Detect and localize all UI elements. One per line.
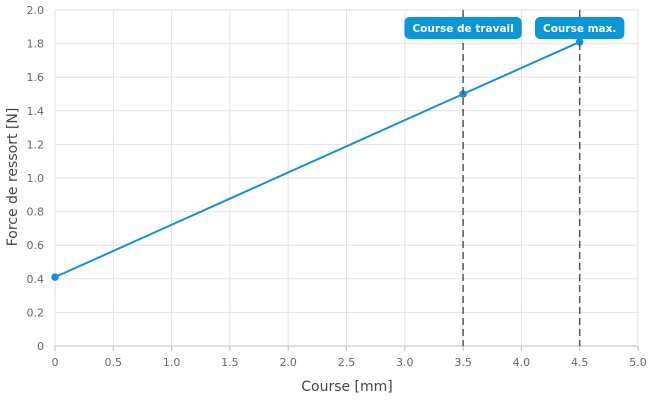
x-tick-label: 2.5 [338,356,356,369]
y-tick-label: 0 [37,340,44,353]
x-tick-label: 0 [52,356,59,369]
tick-labels: 0 0.5 1.0 1.5 2.0 2.5 3.0 3.5 4.0 4.5 5.0 0 0.2 0.4 0.… [27,4,647,369]
y-axis-title: Force de ressort [N] [5,108,21,247]
series [51,38,584,281]
y-tick-label: 1.0 [27,172,45,185]
data-point [575,38,584,46]
marker-label-background [535,17,625,39]
marker-label: Course de travail [412,23,513,35]
x-tick-label: 4.5 [571,356,589,369]
x-tick-label: 4.0 [513,356,531,369]
x-axis-title: Course [mm] [301,379,393,395]
marker-badge: Course de travail [404,17,522,39]
y-tick-label: 1.8 [27,38,45,51]
y-tick-label: 2.0 [27,4,45,17]
marker-label-background [404,17,522,39]
y-tick-label: 1.2 [27,138,45,151]
x-tick-label: 3.5 [454,356,472,369]
reference-markers: Course de travail Course max. [404,10,625,346]
data-point [51,273,59,281]
x-tick-label: 1.0 [163,356,181,369]
y-tick-label: 1.4 [27,105,45,118]
x-tick-label: 0.5 [105,356,123,369]
y-tick-label: 1.6 [27,71,45,84]
marker-badge: Course max. [535,17,625,39]
x-tick-label: 2.0 [279,356,297,369]
y-tick-label: 0.8 [27,206,45,219]
y-tick-label: 0.2 [27,306,45,319]
axes [54,345,639,351]
marker-label: Course max. [543,23,616,35]
grid [54,9,639,347]
x-tick-label: 3.0 [396,356,414,369]
x-tick-label: 1.5 [221,356,239,369]
y-tick-label: 0.4 [27,273,45,286]
x-tick-label: 5.0 [629,356,647,369]
y-tick-label: 0.6 [27,239,45,252]
